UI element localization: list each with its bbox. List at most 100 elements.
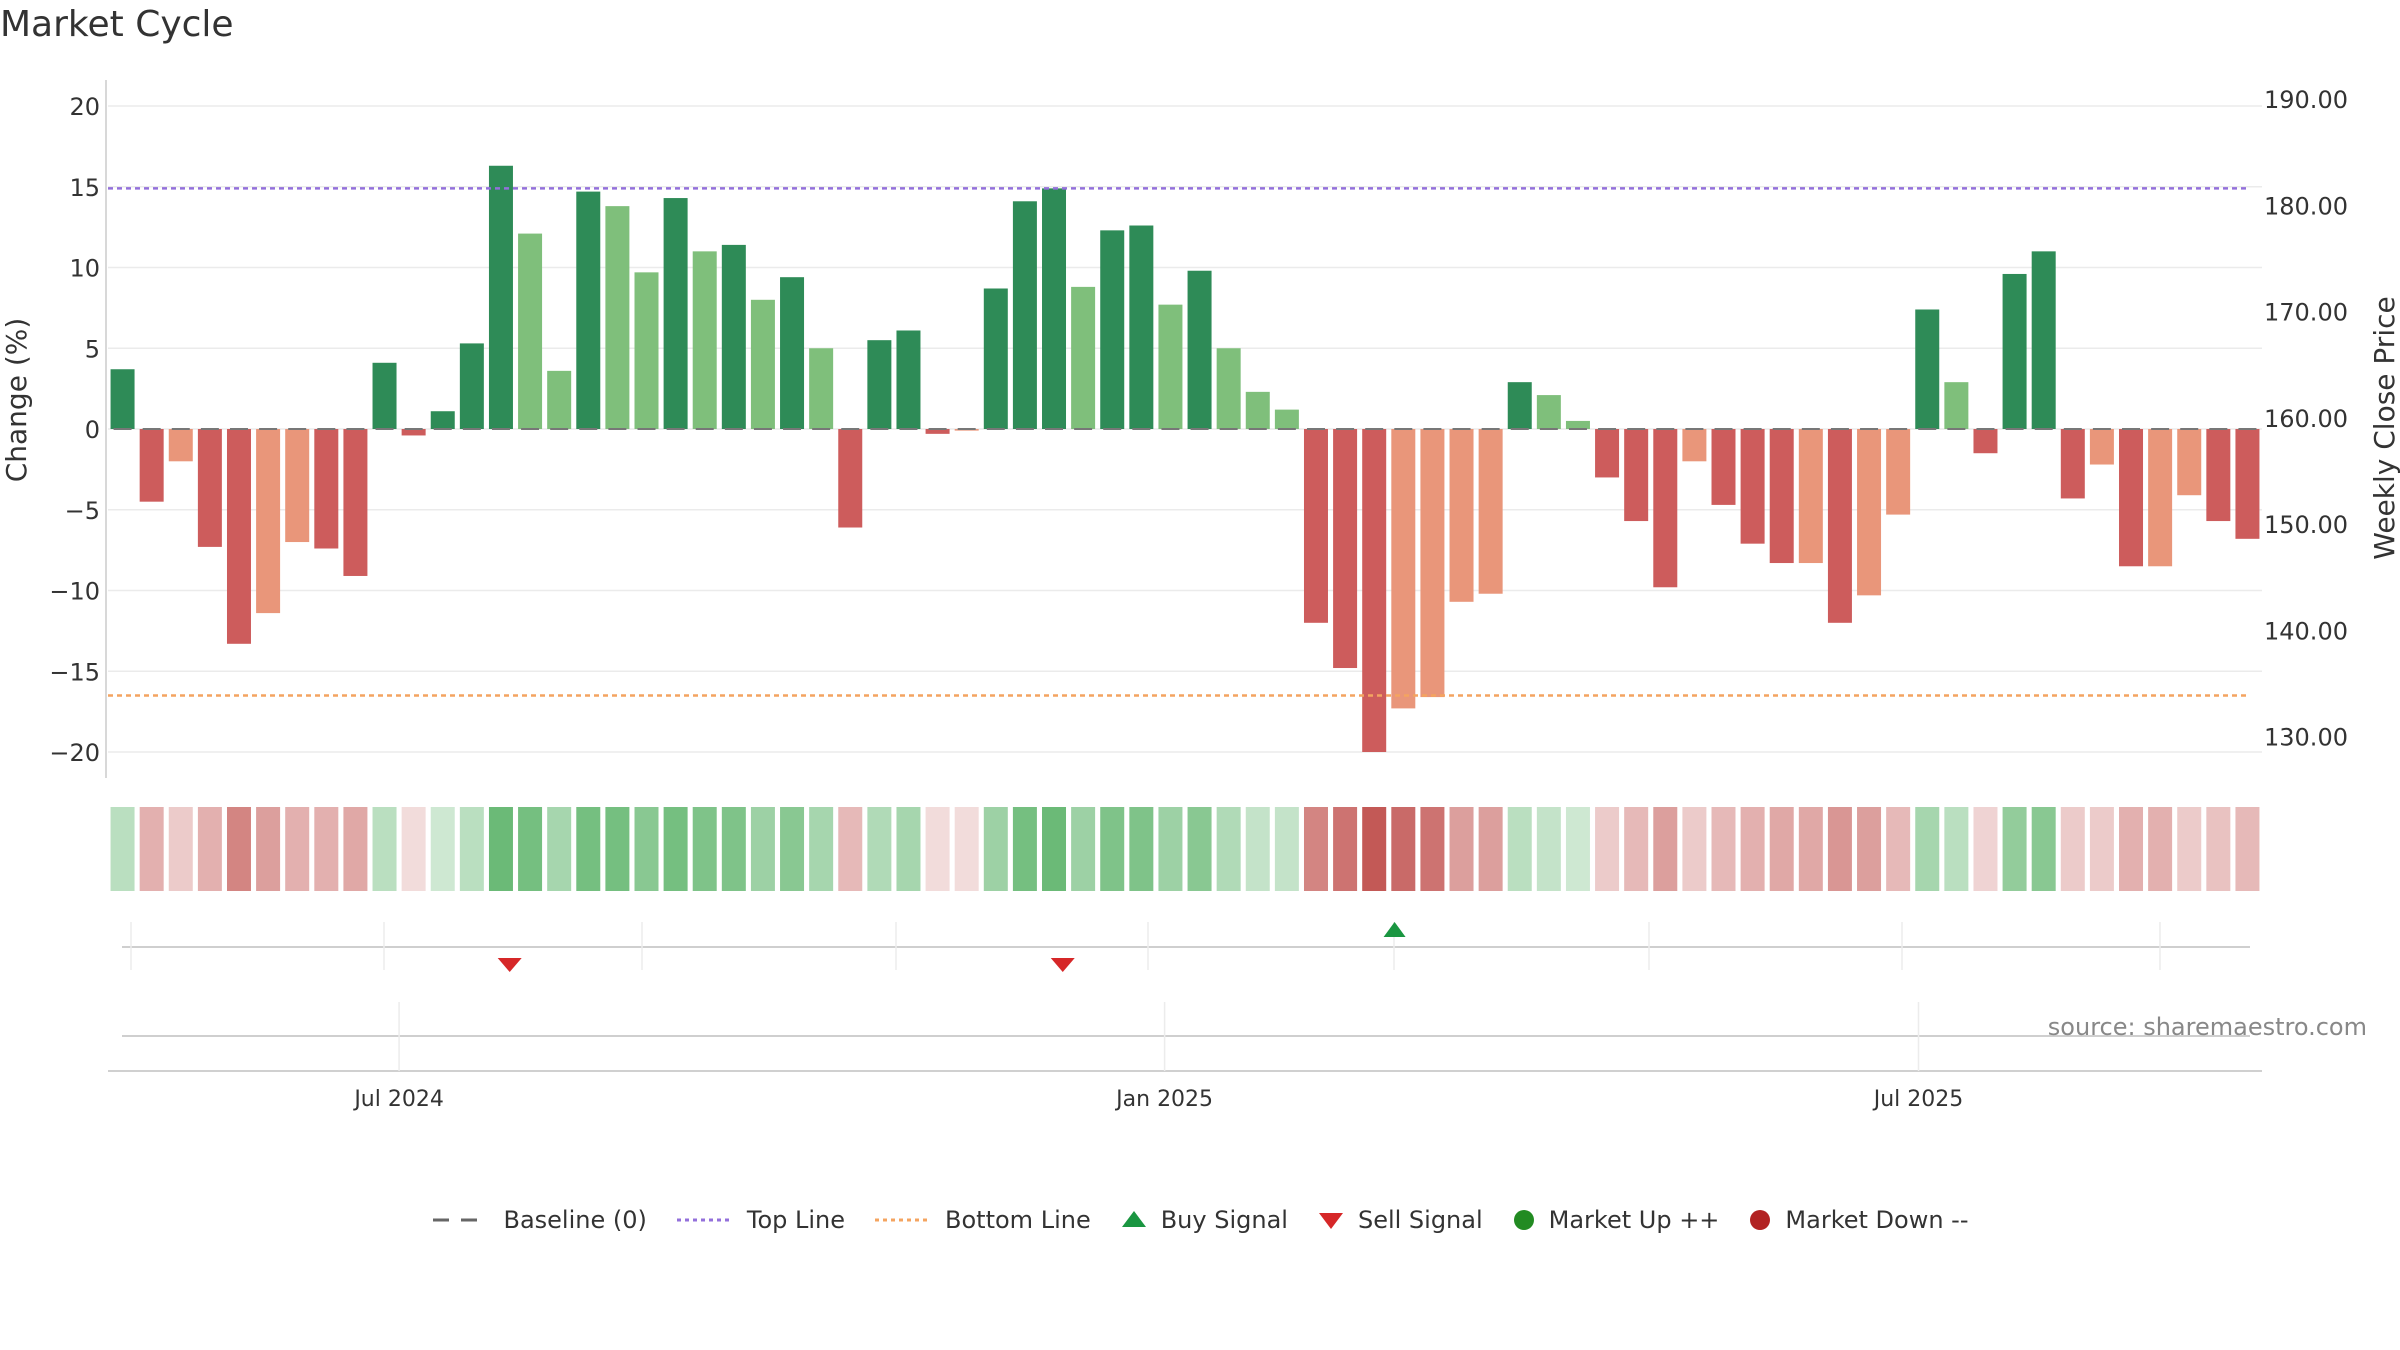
bar (780, 277, 805, 429)
legend-sell-signal[interactable]: Sell Signal (1316, 1206, 1483, 1234)
heat-cell (110, 807, 135, 891)
heat-cell (1216, 807, 1241, 891)
legend-top-line[interactable]: Top Line (675, 1206, 845, 1234)
heat-cell (2148, 807, 2173, 891)
bar (1769, 429, 1794, 564)
circle-icon (1750, 1210, 1771, 1230)
y2-tick-label: 160.00 (2264, 405, 2348, 433)
heat-cell (2206, 807, 2231, 891)
legend-market-down[interactable]: Market Down -- (1747, 1206, 1969, 1234)
bar (2031, 251, 2056, 429)
heat-strip (110, 807, 2260, 891)
y-tick-label: 0 (85, 416, 100, 444)
bar (1071, 286, 1096, 429)
heat-cell (1362, 807, 1387, 891)
legend-top-line-label: Top Line (746, 1206, 846, 1234)
bar (1595, 429, 1620, 478)
heat-cell (547, 807, 572, 891)
heat-cell (1391, 807, 1416, 891)
triangle-down-icon (1318, 1213, 1343, 1229)
heat-cell (954, 807, 979, 891)
bar (1682, 429, 1707, 462)
heat-cell (576, 807, 601, 891)
y-tick-label: 20 (69, 93, 100, 121)
bar (401, 429, 426, 436)
heat-cell (867, 807, 892, 891)
bar (1886, 429, 1911, 515)
heat-cell (925, 807, 950, 891)
bar (2119, 429, 2144, 567)
bar (1012, 201, 1037, 429)
bar (2177, 429, 2202, 496)
bar (1798, 429, 1823, 564)
reference-lines (108, 187, 2257, 697)
y-tick-label: 15 (69, 174, 100, 202)
bar (1740, 429, 1765, 544)
heat-cell (488, 807, 513, 891)
bar (721, 244, 746, 429)
heat-cell (1944, 807, 1969, 891)
bar (1391, 429, 1416, 709)
heat-cell (634, 807, 659, 891)
heat-cell (1449, 807, 1474, 891)
bar (1274, 409, 1299, 429)
bar (750, 299, 775, 429)
legend-buy-label: Buy Signal (1160, 1206, 1288, 1234)
bar (518, 233, 543, 429)
buy-signal-marker (1383, 922, 1406, 937)
y2-tick-label: 140.00 (2264, 618, 2348, 646)
bar (1216, 348, 1241, 429)
bar (2002, 273, 2027, 429)
heat-cell (983, 807, 1008, 891)
bar (2060, 429, 2085, 499)
heat-cell (2235, 807, 2260, 891)
bar (1129, 225, 1154, 429)
source-credit: source: sharemaestro.com (2048, 1013, 2367, 1041)
bar (343, 429, 368, 576)
bar (605, 206, 630, 429)
y-tick-label: −5 (65, 497, 100, 525)
legend-market-up[interactable]: Market Up ++ (1511, 1206, 1719, 1234)
y-tick-label: −10 (49, 578, 100, 606)
heat-cell (2002, 807, 2027, 891)
y-tick-label: −20 (49, 739, 100, 767)
bar (110, 369, 135, 429)
market-cycle-chart: 20 15 10 5 0 −5 −10 −15 −20 190.00 180.00 170.00 160… (0, 80, 2400, 1112)
heat-cell (168, 807, 193, 891)
heat-cell (1973, 807, 1998, 891)
bar (809, 348, 834, 429)
heat-cell (1682, 807, 1707, 891)
heat-cell (430, 807, 455, 891)
bar (168, 429, 193, 462)
heat-cell (1886, 807, 1911, 891)
heat-cell (1565, 807, 1590, 891)
bar (1362, 429, 1387, 752)
heat-cell (1740, 807, 1765, 891)
legend-bottom-line[interactable]: Bottom Line (873, 1206, 1091, 1234)
sell-signal-marker (1050, 958, 1075, 972)
heat-cell (1798, 807, 1823, 891)
heat-cell (314, 807, 339, 891)
bar (576, 191, 601, 429)
heat-cell (605, 807, 630, 891)
heat-cell (256, 807, 281, 891)
heat-cell (809, 807, 834, 891)
heat-cell (372, 807, 397, 891)
bar (547, 370, 572, 429)
bar (983, 288, 1008, 429)
legend-buy-signal[interactable]: Buy Signal (1119, 1206, 1288, 1234)
bar (1944, 382, 1969, 429)
bar (256, 429, 281, 614)
bar (459, 343, 484, 429)
x-tick-label: Jan 2025 (1114, 1087, 1213, 1112)
bar (314, 429, 339, 549)
heat-cell (1158, 807, 1183, 891)
heat-cell (2119, 807, 2144, 891)
bar (488, 165, 513, 429)
heat-cell (2031, 807, 2056, 891)
heat-cell (226, 807, 251, 891)
y2-tick-label: 150.00 (2264, 511, 2348, 539)
bar (692, 251, 717, 429)
bar (1827, 429, 1852, 623)
legend-baseline[interactable]: Baseline (0) (431, 1206, 647, 1234)
